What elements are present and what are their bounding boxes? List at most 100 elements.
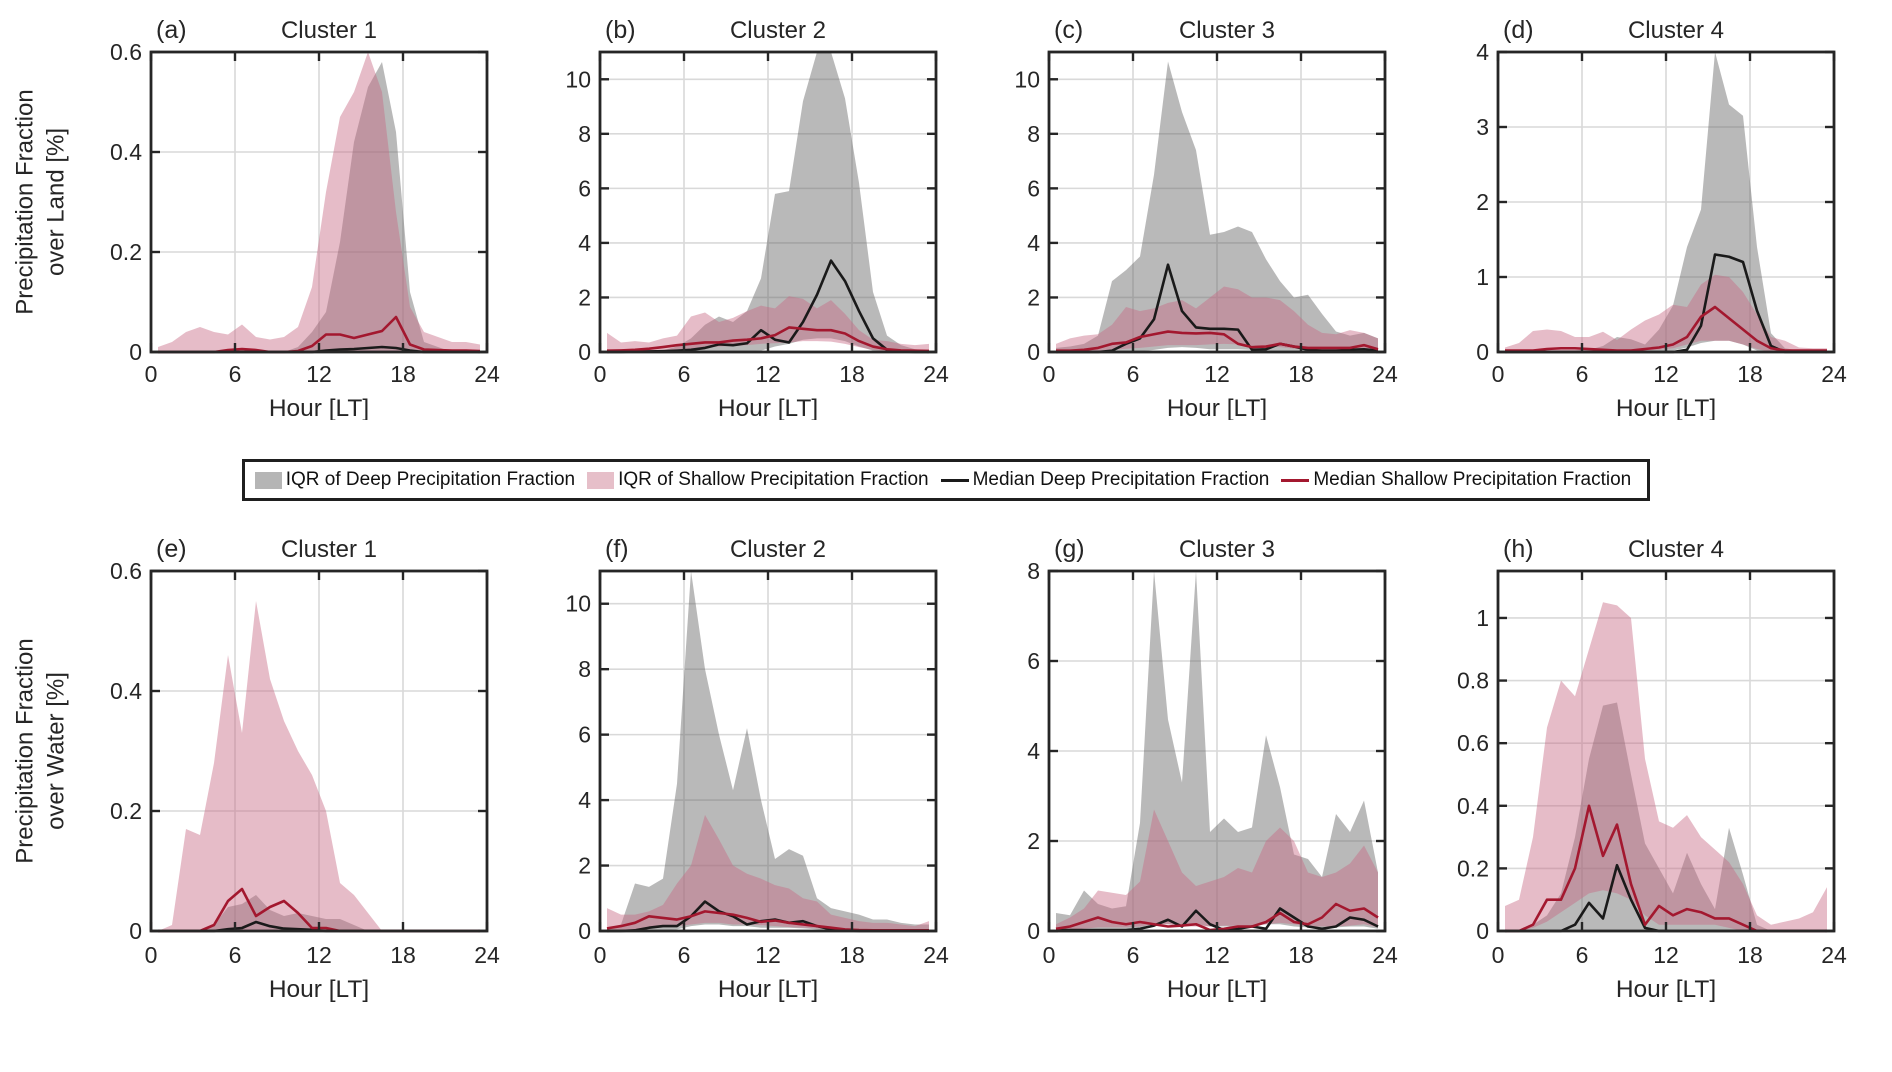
- x-tick-label-b-24: 24: [923, 361, 949, 387]
- grid-f: [600, 571, 936, 931]
- shallow-iqr-band-h: [1505, 602, 1827, 931]
- y-tick-label-h-0.2: 0.2: [1457, 855, 1489, 881]
- shallow-iqr-band-a: [158, 52, 480, 352]
- x-axis-label-c: Hour [LT]: [1167, 395, 1267, 420]
- y-tick-label-c-0: 0: [1027, 339, 1040, 365]
- shallow-iqr-band-f: [607, 814, 929, 931]
- tick-marks-d: [1496, 50, 1836, 354]
- y-tick-label-c-10: 10: [1014, 66, 1040, 92]
- y-tick-label-c-2: 2: [1027, 284, 1040, 310]
- shallow-iqr-band-g: [1056, 809, 1378, 931]
- tick-marks-a: [149, 50, 489, 354]
- y-tick-label-f-0: 0: [578, 918, 591, 944]
- y-tick-label-g-0: 0: [1027, 918, 1040, 944]
- y-tick-label-b-0: 0: [578, 339, 591, 365]
- y-tick-label-g-6: 6: [1027, 648, 1040, 674]
- x-tick-label-b-18: 18: [839, 361, 865, 387]
- panel-title-f: Cluster 2: [730, 536, 826, 563]
- tick-marks-e: [149, 569, 489, 933]
- shallow-iqr-band-e: [158, 601, 480, 931]
- y-tick-label-f-2: 2: [578, 853, 591, 879]
- x-tick-label-d-6: 6: [1576, 361, 1589, 387]
- grid-d: [1498, 52, 1834, 352]
- x-tick-label-b-6: 6: [678, 361, 691, 387]
- grid-g: [1049, 571, 1385, 931]
- x-axis-label-g: Hour [LT]: [1167, 976, 1267, 1003]
- x-tick-label-f-12: 12: [755, 942, 781, 968]
- y-tick-label-f-6: 6: [578, 722, 591, 748]
- grid-b: [600, 52, 936, 352]
- x-tick-label-c-18: 18: [1288, 361, 1314, 387]
- y-tick-label-g-2: 2: [1027, 828, 1040, 854]
- deep-iqr-band-c: [1056, 61, 1378, 352]
- y-tick-label-e-0.2: 0.2: [110, 798, 142, 824]
- deep-iqr-band-b: [607, 52, 929, 352]
- x-axis-label-f: Hour [LT]: [718, 976, 818, 1003]
- x-tick-label-b-0: 0: [594, 361, 607, 387]
- shallow-median-line-c: [1056, 330, 1379, 352]
- y-tick-label-c-6: 6: [1027, 175, 1040, 201]
- y-tick-label-a-0.6: 0.6: [110, 39, 142, 65]
- y-tick-label-g-8: 8: [1027, 558, 1040, 584]
- shallow-iqr-band-c: [1056, 286, 1378, 352]
- y-tick-label-e-0.4: 0.4: [110, 678, 142, 704]
- x-axis-label-a: Hour [LT]: [269, 395, 369, 420]
- shallow-median-swatch: [1281, 478, 1310, 482]
- x-tick-label-e-0: 0: [145, 942, 158, 968]
- panel-letter-g: (g): [1054, 535, 1085, 563]
- y-tick-label-d-4: 4: [1476, 39, 1489, 65]
- chart-panel-a: 0 6 12 18 24 0 0.2 0.4 0.6 (a) Cluster 1 Hour [LT]: [110, 16, 500, 422]
- x-axis-label-b: Hour [LT]: [718, 395, 818, 420]
- y-tick-label-h-0.8: 0.8: [1457, 668, 1489, 694]
- legend-item-deep-median: Median Deep Precipitation Fraction: [940, 469, 1269, 491]
- x-tick-label-e-24: 24: [474, 942, 500, 968]
- y-tick-label-f-10: 10: [565, 591, 591, 617]
- y-tick-label-c-8: 8: [1027, 121, 1040, 147]
- panel-title-b: Cluster 2: [730, 17, 826, 44]
- row-land: Precipitation Fraction over Land [%] 0 6 1…: [6, 8, 1892, 425]
- panel-title-a: Cluster 1: [281, 17, 377, 44]
- y-axis-label-water: Precipitation Fraction over Water [%]: [6, 527, 76, 1022]
- x-tick-label-f-18: 18: [839, 942, 865, 968]
- y-tick-label-d-0: 0: [1476, 339, 1489, 365]
- y-tick-label-d-2: 2: [1476, 189, 1489, 215]
- y-tick-label-h-1: 1: [1476, 605, 1489, 631]
- x-tick-label-d-12: 12: [1653, 361, 1679, 387]
- legend-label-shallow-iqr: IQR of Shallow Precipitation Fraction: [618, 469, 929, 490]
- x-tick-label-e-18: 18: [390, 942, 416, 968]
- panel-letter-c: (c): [1054, 16, 1083, 44]
- panel-title-g: Cluster 3: [1179, 536, 1275, 563]
- x-tick-label-c-0: 0: [1043, 361, 1056, 387]
- y-tick-label-b-10: 10: [565, 66, 591, 92]
- grid-c: [1049, 52, 1385, 352]
- panel-letter-d: (d): [1503, 16, 1534, 44]
- y-tick-label-e-0.6: 0.6: [110, 558, 142, 584]
- deep-iqr-swatch: [254, 471, 282, 489]
- y-tick-label-g-4: 4: [1027, 738, 1040, 764]
- legend-label-shallow-median: Median Shallow Precipitation Fraction: [1313, 469, 1632, 490]
- panel-title-c: Cluster 3: [1179, 17, 1275, 44]
- x-tick-label-g-18: 18: [1288, 942, 1314, 968]
- y-tick-label-d-1: 1: [1476, 264, 1489, 290]
- tick-marks-c: [1047, 52, 1387, 354]
- y-tick-label-h-0.4: 0.4: [1457, 793, 1489, 819]
- x-tick-label-a-18: 18: [390, 361, 416, 387]
- x-tick-label-d-0: 0: [1492, 361, 1505, 387]
- y-axis-label-land: Precipitation Fraction over Land [%]: [6, 8, 76, 425]
- panel-title-e: Cluster 1: [281, 536, 377, 563]
- panel-cluster4-water: 0 6 12 18 24 0 0.2 0.4 0.6 0.8 1 (h) Cluster 4 Hour […: [1423, 527, 1872, 1022]
- chart-panel-e: 0 6 12 18 24 0 0.2 0.4 0.6 (e) Cluster 1 Hour [LT]: [110, 535, 500, 1003]
- deep-iqr-band-e: [158, 895, 480, 931]
- panel-cluster2-water: 0 6 12 18 24 0 2 4 6 8 10 (f) Cluster 2 Hour [LT]: [525, 527, 974, 1022]
- x-tick-label-c-24: 24: [1372, 361, 1398, 387]
- x-tick-label-d-18: 18: [1737, 361, 1763, 387]
- y-tick-label-h-0.6: 0.6: [1457, 730, 1489, 756]
- panel-title-h: Cluster 4: [1628, 536, 1724, 563]
- x-tick-label-e-12: 12: [306, 942, 332, 968]
- chart-panel-h: 0 6 12 18 24 0 0.2 0.4 0.6 0.8 1 (h) Cluster 4 Hour […: [1457, 535, 1847, 1003]
- panel-cluster4-land: 0 6 12 18 24 0 1 2 3 4 (d) Cluster 4 Hour [LT]: [1423, 8, 1872, 425]
